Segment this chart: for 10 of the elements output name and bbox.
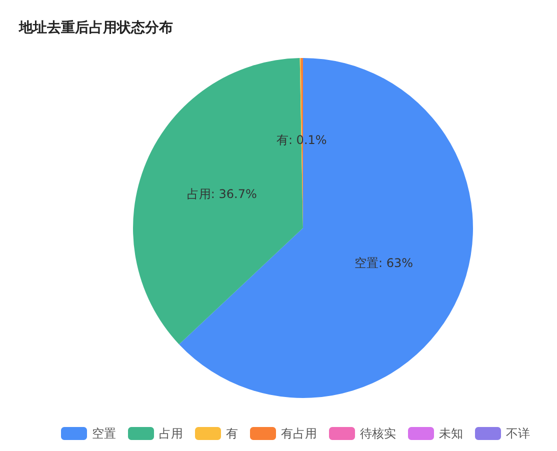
data-label: 占用: 36.7% xyxy=(186,186,257,201)
legend-label: 未知 xyxy=(439,426,463,440)
chart-title: 地址去重后占用状态分布 xyxy=(18,19,173,36)
legend-label: 待核实 xyxy=(360,426,396,440)
legend-label: 空置 xyxy=(92,426,116,440)
data-label: 空置: 63% xyxy=(354,256,414,270)
legend-label: 不详 xyxy=(506,426,530,440)
legend-label: 有占用 xyxy=(281,426,317,440)
legend-label: 占用 xyxy=(159,426,183,440)
legend-label: 有 xyxy=(226,426,238,440)
